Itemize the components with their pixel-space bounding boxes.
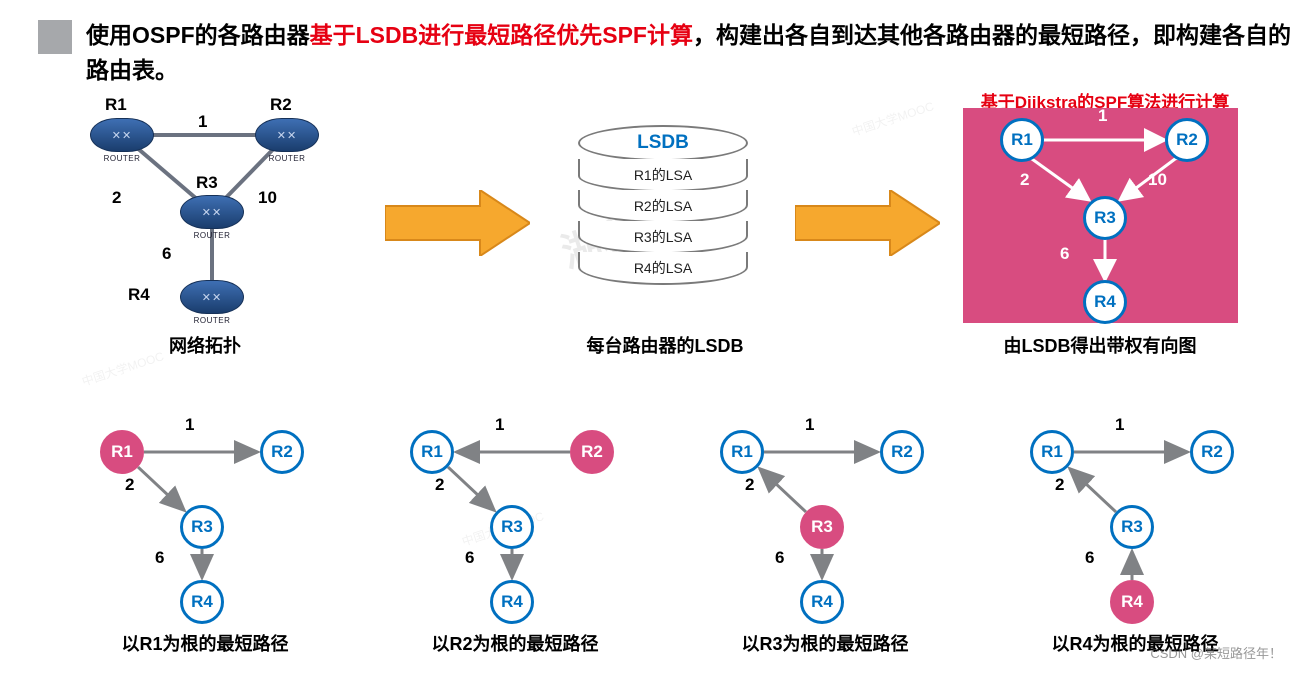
tree-R3-node-R3: R3 xyxy=(800,505,844,549)
tree-R2-w-0: 1 xyxy=(495,415,504,435)
tree-R4-node-R1: R1 xyxy=(1030,430,1074,474)
title-pre: 使用OSPF的各路由器 xyxy=(86,22,310,48)
tree-R4-w-2: 6 xyxy=(1085,548,1094,568)
router-label-r4: R4 xyxy=(128,285,150,305)
bullet-icon xyxy=(38,20,72,54)
lsdb-row-1: R2的LSA xyxy=(578,190,748,223)
pink-node-r3: R3 xyxy=(1083,196,1127,240)
edge-weight-2: 2 xyxy=(112,188,121,208)
lsdb-row-3: R4的LSA xyxy=(578,252,748,285)
tree-R4-node-R3: R3 xyxy=(1110,505,1154,549)
tree-R3-node-R1: R1 xyxy=(720,430,764,474)
router-r3-icon: ROUTER xyxy=(180,195,244,229)
lsdb-caption: 每台路由器的LSDB xyxy=(555,332,775,358)
pink-w-6: 6 xyxy=(1060,244,1069,264)
tree-R4-node-R4: R4 xyxy=(1110,580,1154,624)
lsdb-row-0: R1的LSA xyxy=(578,159,748,192)
tree-R1-w-1: 2 xyxy=(125,475,134,495)
pink-w-10: 10 xyxy=(1148,170,1167,190)
tree-R2-node-R2: R2 xyxy=(570,430,614,474)
tree-R1-w-0: 1 xyxy=(185,415,194,435)
title-text: 使用OSPF的各路由器基于LSDB进行最短路径优先SPF计算，构建出各自到达其他… xyxy=(86,18,1302,87)
tree-R3-w-2: 6 xyxy=(775,548,784,568)
pink-caption: 由LSDB得出带权有向图 xyxy=(975,332,1225,358)
tree-R2-w-2: 6 xyxy=(465,548,474,568)
arrow-1-icon xyxy=(385,190,530,256)
tree-R1-node-R4: R4 xyxy=(180,580,224,624)
pink-node-r4: R4 xyxy=(1083,280,1127,324)
lsdb-cylinder: LSDB R1的LSA R2的LSA R3的LSA R4的LSA xyxy=(578,125,748,285)
pink-w-2: 2 xyxy=(1020,170,1029,190)
tree-R3-node-R2: R2 xyxy=(880,430,924,474)
tree-R2-node-R4: R4 xyxy=(490,580,534,624)
tree-caption-R3: 以R3为根的最短路径 xyxy=(710,630,940,656)
tree-R2-node-R3: R3 xyxy=(490,505,534,549)
footer-text: CSDN @某短路径年！ xyxy=(1150,643,1282,662)
tree-R3-node-R4: R4 xyxy=(800,580,844,624)
topology-caption: 网络拓扑 xyxy=(130,332,280,358)
router-label-r3: R3 xyxy=(196,173,218,193)
tree-R1-node-R2: R2 xyxy=(260,430,304,474)
arrow-2-icon xyxy=(795,190,940,256)
tree-R3-w-1: 2 xyxy=(745,475,754,495)
tree-R4-w-1: 2 xyxy=(1055,475,1064,495)
tree-caption-R1: 以R1为根的最短路径 xyxy=(90,630,320,656)
tree-R1-w-2: 6 xyxy=(155,548,164,568)
router-r1-icon: ROUTER xyxy=(90,118,154,152)
edge-weight-10: 10 xyxy=(258,188,277,208)
title-highlight: 基于LSDB进行最短路径优先SPF计算 xyxy=(310,22,693,48)
pink-node-r2: R2 xyxy=(1165,118,1209,162)
tree-R1-node-R3: R3 xyxy=(180,505,224,549)
title-block: 使用OSPF的各路由器基于LSDB进行最短路径优先SPF计算，构建出各自到达其他… xyxy=(0,0,1302,87)
tree-R2-node-R1: R1 xyxy=(410,430,454,474)
edge-weight-6: 6 xyxy=(162,244,171,264)
tree-R3-w-0: 1 xyxy=(805,415,814,435)
tree-R1-node-R1: R1 xyxy=(100,430,144,474)
router-r4-icon: ROUTER xyxy=(180,280,244,314)
tree-R4-w-0: 1 xyxy=(1115,415,1124,435)
router-label-r1: R1 xyxy=(105,95,127,115)
pink-w-1: 1 xyxy=(1098,106,1107,126)
router-label-r2: R2 xyxy=(270,95,292,115)
lsdb-row-2: R3的LSA xyxy=(578,221,748,254)
watermark-small-3: 中国大学MOOC xyxy=(849,97,935,140)
lsdb-header: LSDB xyxy=(578,125,748,161)
tree-caption-R2: 以R2为根的最短路径 xyxy=(400,630,630,656)
tree-R2-w-1: 2 xyxy=(435,475,444,495)
tree-R4-node-R2: R2 xyxy=(1190,430,1234,474)
edge-weight-1: 1 xyxy=(198,112,207,132)
router-r2-icon: ROUTER xyxy=(255,118,319,152)
pink-node-r1: R1 xyxy=(1000,118,1044,162)
